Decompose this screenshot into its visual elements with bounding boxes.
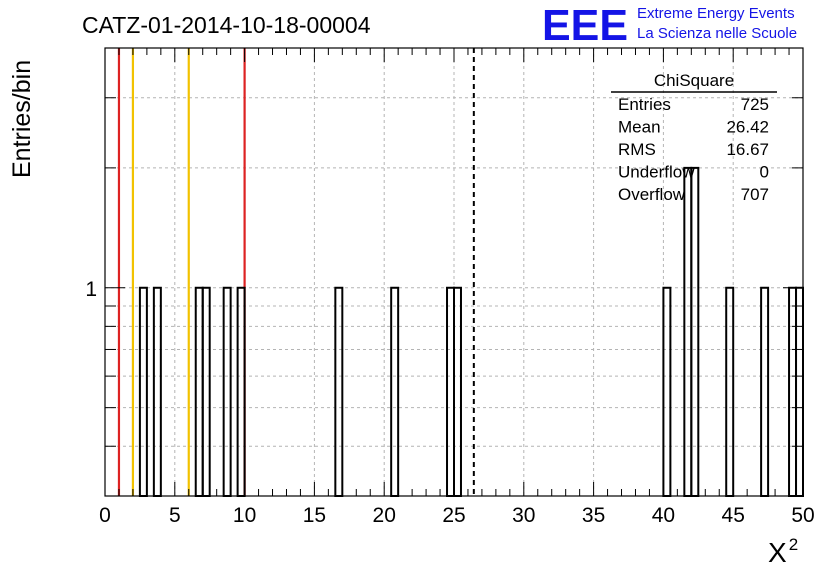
stats-row-label: Mean (618, 118, 661, 137)
x-tick-label: 45 (722, 504, 745, 527)
x-tick-label: 15 (303, 504, 326, 527)
y-tick-labels: 1 (85, 278, 97, 301)
x-tick-label: 5 (169, 504, 181, 527)
stats-row-label: Entries (618, 95, 671, 114)
y-axis-label: Entries/bin (8, 60, 36, 178)
logo-line2: La Scienza nelle Scuole (637, 25, 797, 42)
x-tick-label: 25 (442, 504, 465, 527)
y-tick-label: 1 (85, 278, 97, 301)
axes (104, 47, 804, 497)
logo-mark: EEE (542, 1, 628, 50)
stats-row-value: 707 (741, 185, 769, 204)
stats-row-value: 0 (760, 163, 769, 182)
eee-logo: EEE Extreme Energy Events La Scienza nel… (542, 1, 797, 50)
x-tick-label: 10 (233, 504, 256, 527)
stats-box: ChiSquare Entries 725 Mean 26.42 RMS 16.67 Und… (611, 71, 777, 204)
x-tick-label: 50 (791, 504, 814, 527)
x-axis-label-superscript: 2 (789, 535, 798, 554)
stats-row-label: RMS (618, 140, 656, 159)
stats-row-label: Underflow (618, 163, 695, 182)
logo-line1: Extreme Energy Events (637, 5, 795, 22)
x-axis-label-base: X (768, 537, 787, 568)
stats-row-value: 26.42 (726, 118, 769, 137)
chart-title: CATZ-01-2014-10-18-00004 (82, 12, 371, 38)
x-tick-labels: 0 5 10 15 20 25 30 35 40 45 50 (99, 504, 815, 527)
stats-row-label: Overflow (618, 185, 686, 204)
reference-lines (117, 48, 475, 496)
x-tick-label: 40 (652, 504, 675, 527)
x-tick-label: 0 (99, 504, 111, 527)
x-tick-label: 30 (512, 504, 535, 527)
stats-title: ChiSquare (654, 71, 734, 90)
stats-row-value: 16.67 (726, 140, 769, 159)
stats-row-value: 725 (741, 95, 769, 114)
x-tick-label: 35 (582, 504, 605, 527)
stats-rows: Entries 725 Mean 26.42 RMS 16.67 Underflow 0 Ove… (618, 95, 769, 204)
x-tick-label: 20 (373, 504, 396, 527)
